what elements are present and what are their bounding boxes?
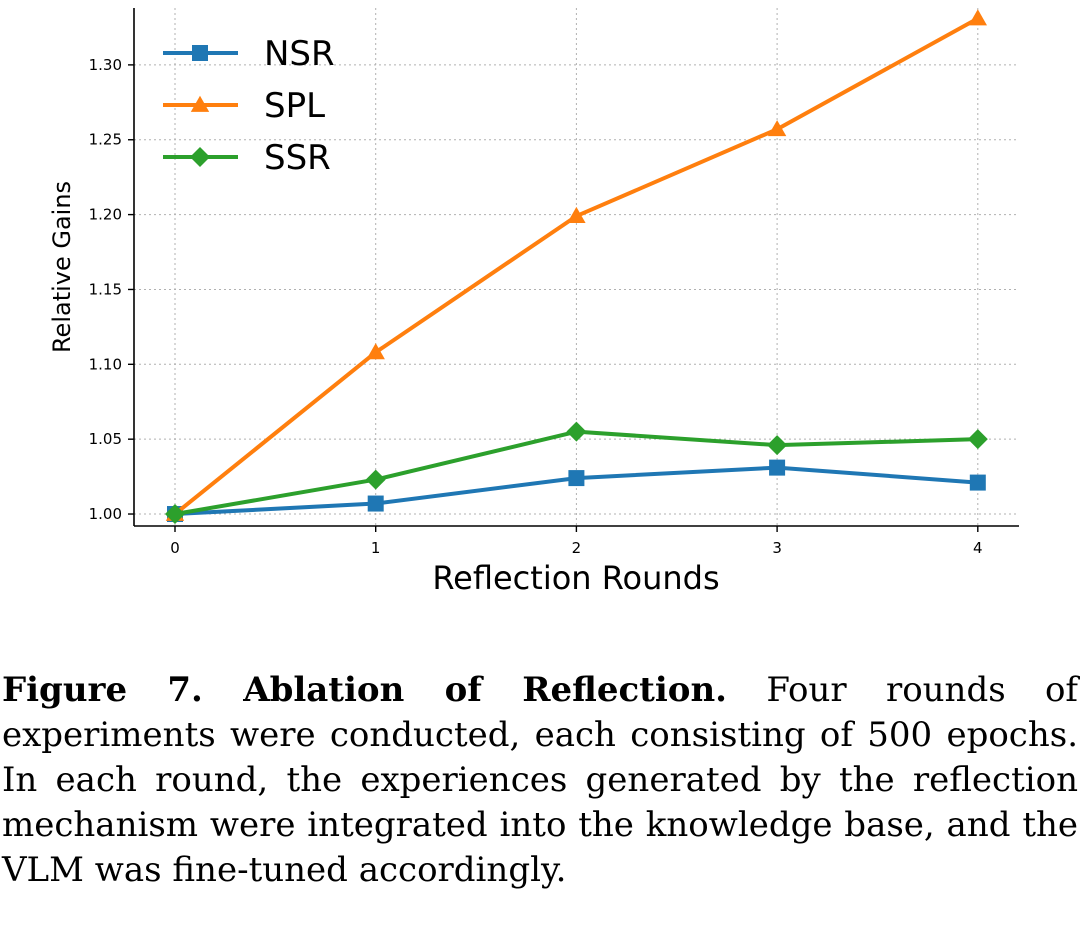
x-tick-label: 1: [371, 539, 381, 557]
y-tick-label: 1.20: [89, 206, 122, 224]
x-tick-label: 2: [572, 539, 582, 557]
y-tick-label: 1.15: [89, 280, 122, 298]
tick-labels: 0 1 2 3 4 1.00 1.05 1.10 1.15 1.20 1.25 1.30: [89, 56, 983, 557]
data-point: [568, 470, 585, 487]
series-lines: [165, 9, 988, 525]
data-point: [567, 206, 586, 223]
data-point: [767, 435, 788, 456]
data-point: [566, 421, 587, 442]
data-point: [769, 459, 786, 476]
line-chart: 0 1 2 3 4 1.00 1.05 1.10 1.15 1.20 1.25 1.30 Reflec…: [48, 8, 1019, 597]
data-point: [165, 504, 185, 525]
x-tick-label: 4: [973, 539, 983, 557]
y-tick-label: 1.05: [89, 430, 122, 448]
legend-marker: [190, 147, 210, 167]
y-tick-label: 1.00: [89, 505, 122, 523]
y-tick-label: 1.25: [89, 131, 122, 149]
y-tick-label: 1.30: [89, 56, 122, 74]
y-tick-label: 1.10: [89, 355, 122, 373]
x-axis-title: Reflection Rounds: [432, 559, 719, 597]
series-ssr: [165, 421, 988, 525]
legend: NSR SPL SSR: [163, 34, 335, 178]
x-tick-label: 3: [772, 539, 782, 557]
x-tick-label: 0: [170, 539, 180, 557]
data-point: [967, 429, 988, 450]
data-point: [968, 9, 987, 26]
legend-label: SPL: [264, 86, 325, 126]
figure-caption: Figure 7. Ablation of Reflection. Four r…: [2, 668, 1078, 893]
y-axis-title: Relative Gains: [48, 181, 76, 353]
data-point: [767, 120, 787, 137]
caption-label: Figure 7. Ablation of Reflection.: [2, 670, 728, 710]
legend-label: NSR: [264, 34, 335, 74]
data-point: [366, 343, 385, 360]
caption-text: Four rounds of experiments were conducte…: [2, 670, 1078, 890]
data-point: [969, 474, 986, 491]
data-point: [367, 495, 384, 512]
data-point: [365, 469, 386, 490]
legend-label: SSR: [264, 138, 331, 178]
legend-item-nsr: NSR: [163, 34, 335, 74]
legend-item-ssr: SSR: [163, 138, 331, 178]
legend-item-spl: SPL: [163, 86, 325, 126]
legend-marker: [190, 95, 210, 112]
legend-marker: [192, 45, 208, 61]
